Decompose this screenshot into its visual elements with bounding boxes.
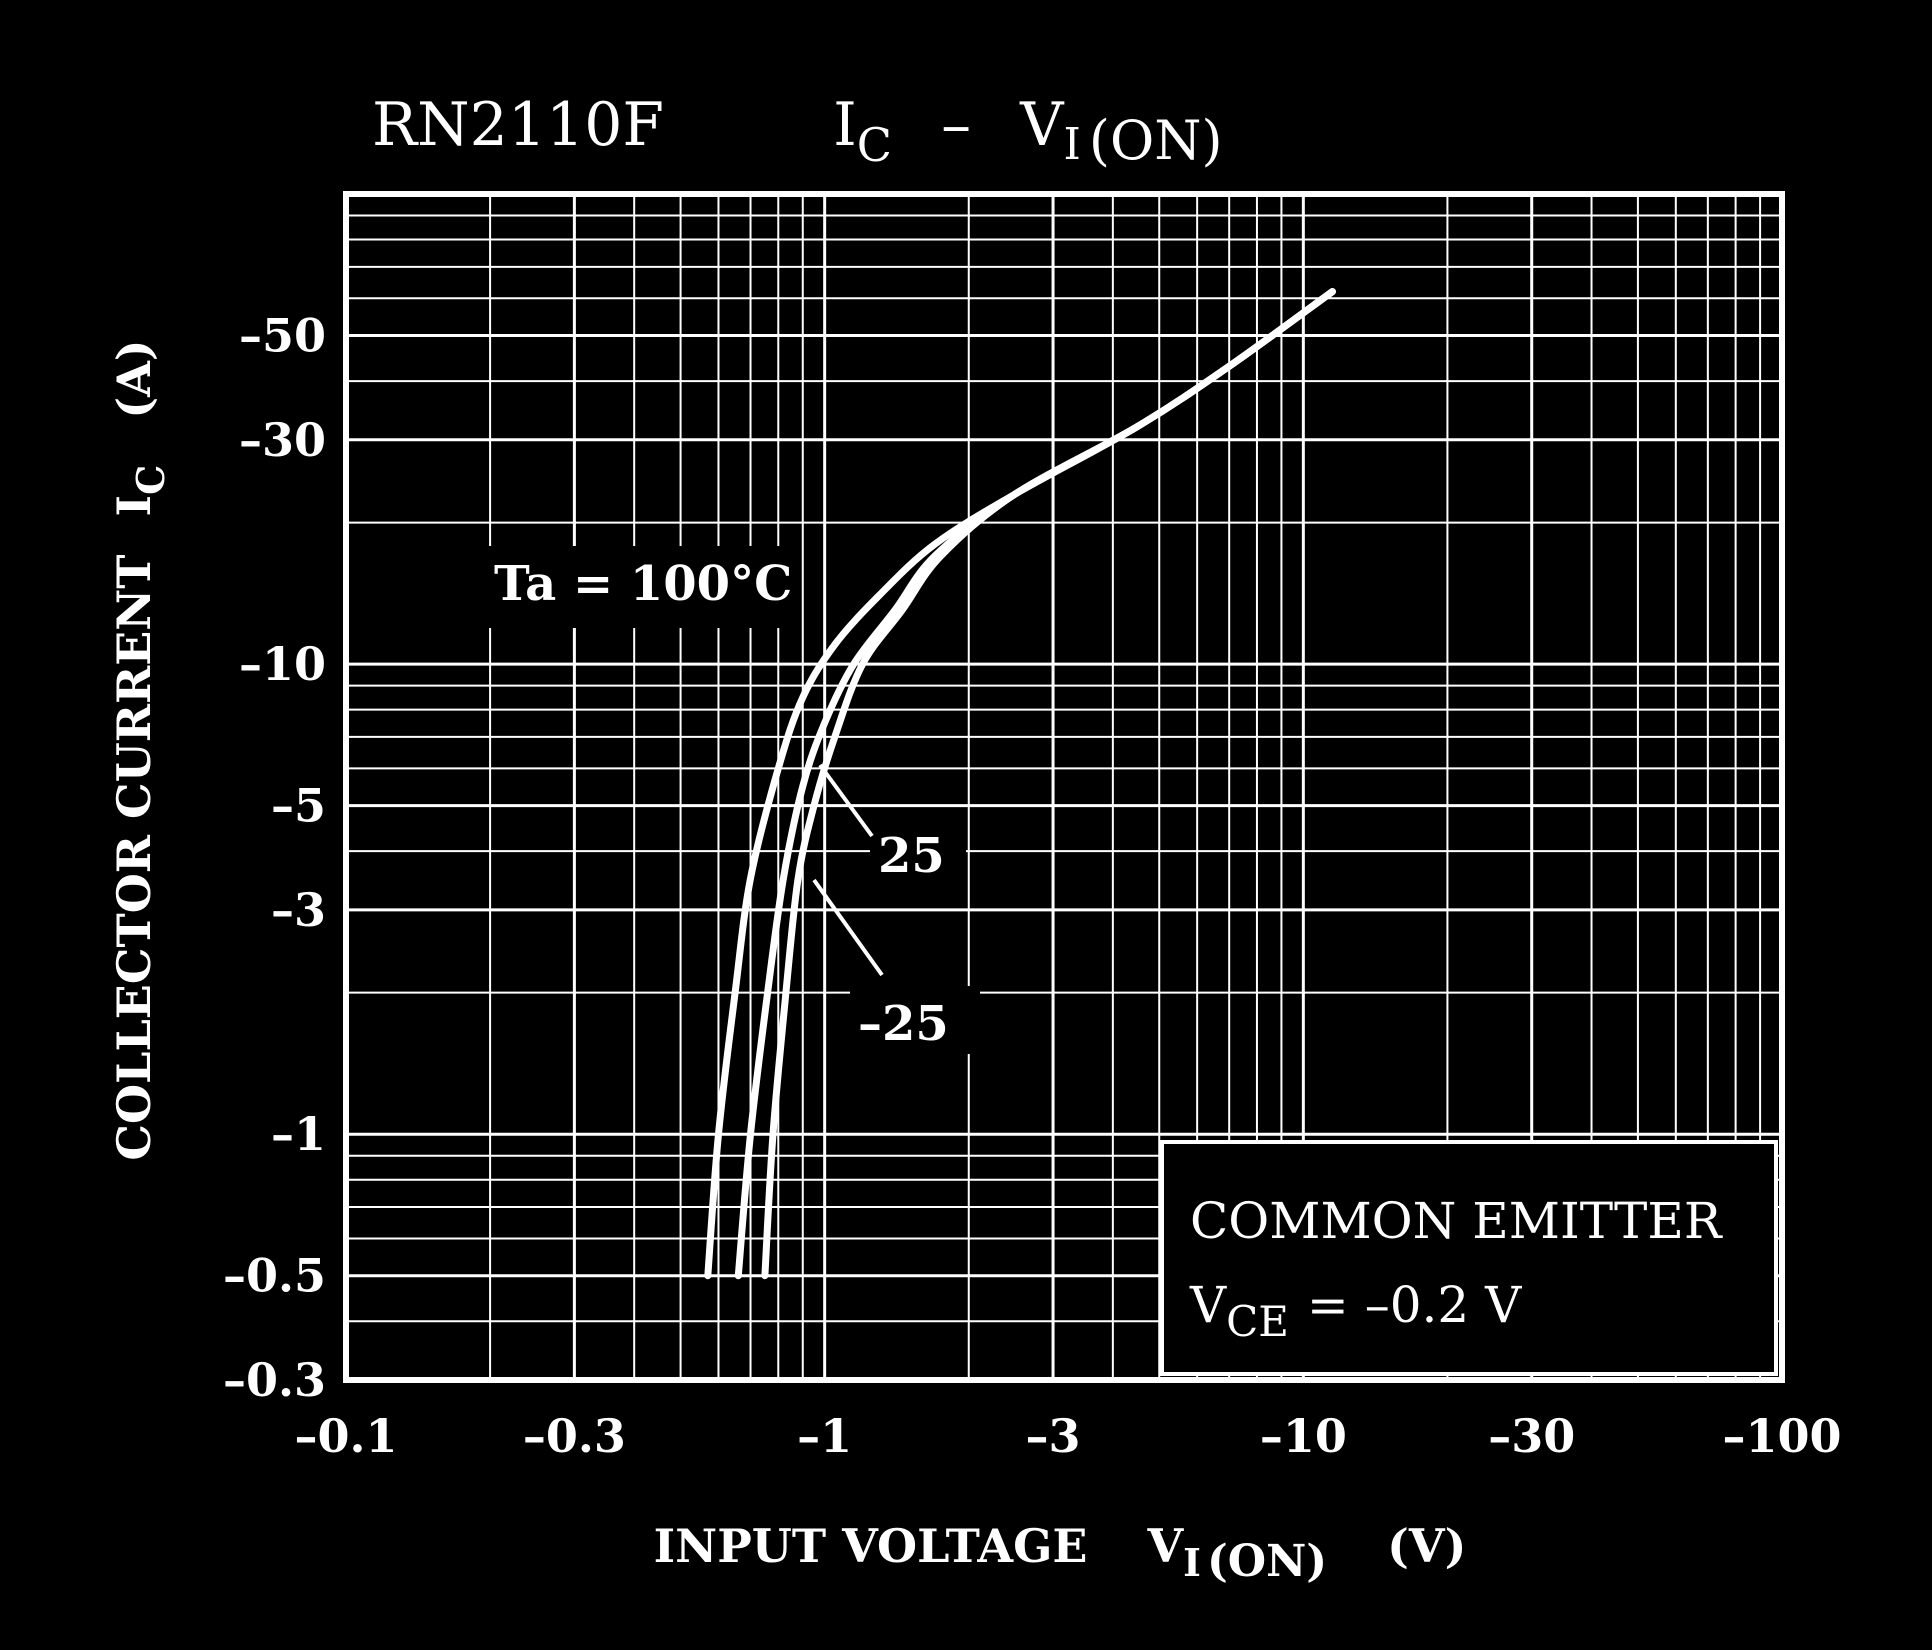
label-25: 25 (878, 828, 945, 884)
y-axis-title-sub: C (128, 465, 173, 495)
title-symbol2-suffix: (ON) (1089, 109, 1223, 172)
x-axis-title-text: INPUT VOLTAGE (654, 1519, 1088, 1573)
title-part-number: RN2110F (372, 90, 664, 160)
title-symbol2-sub: I (1064, 119, 1081, 170)
y-axis-title-unit: (A) (107, 339, 161, 418)
x-tick-labels: –0.1 –0.3 –1 –3 –10 –30 –100 (294, 1409, 1841, 1463)
x-tick-label-3: –3 (1026, 1409, 1081, 1463)
x-tick-label-4: –10 (1260, 1409, 1347, 1463)
title-symbol-sub: C (857, 118, 892, 172)
x-tick-label-5: –30 (1488, 1409, 1575, 1463)
y-axis-title: COLLECTOR CURRENT IC (A) (107, 339, 175, 1160)
x-tick-label-1: –0.3 (523, 1409, 626, 1463)
series-line-2 (761, 288, 1336, 1280)
chart-title: RN2110F IC – VI (ON) (372, 90, 1223, 176)
x-axis-title-sub: I (1183, 1540, 1201, 1585)
label-25-background (870, 820, 966, 884)
condition-line1: COMMON EMITTER (1190, 1192, 1723, 1250)
label-m25: –25 (858, 996, 949, 1052)
y-tick-label-3: –3 (271, 883, 326, 937)
condition-value: = –0.2 V (1307, 1276, 1522, 1334)
condition-box (1160, 1140, 1778, 1376)
y-tick-label-6: –30 (239, 413, 326, 467)
title-symbol2: V (1019, 90, 1065, 160)
curves (704, 288, 1336, 1280)
x-axis-title-unit: (V) (1387, 1519, 1466, 1573)
label-m25-background (850, 986, 980, 1054)
title-dash: – (941, 90, 971, 160)
condition-symbol-sub: CE (1226, 1297, 1289, 1346)
y-axis-title-text: COLLECTOR CURRENT (107, 554, 161, 1160)
y-tick-label-0: –0.3 (223, 1353, 326, 1407)
x-axis-title: INPUT VOLTAGE VI (ON) (V) (654, 1519, 1467, 1587)
y-tick-label-1: –0.5 (223, 1249, 326, 1303)
y-tick-label-2: –1 (271, 1107, 326, 1161)
ta-label-background (480, 546, 800, 628)
condition-symbol: V (1189, 1276, 1227, 1334)
y-tick-label-7: –50 (239, 309, 326, 363)
x-axis-title-symbol: V (1146, 1519, 1184, 1573)
grid (346, 194, 1782, 1380)
title-symbol: I (833, 90, 857, 160)
ta-label: Ta = 100°C (494, 556, 792, 612)
condition-line2: VCE = –0.2 V (1189, 1276, 1522, 1346)
x-axis-title-suffix: (ON) (1207, 1536, 1327, 1587)
y-tick-label-5: –10 (239, 637, 326, 691)
x-tick-label-6: –100 (1722, 1409, 1841, 1463)
y-axis-title-symbol: I (107, 495, 161, 517)
label-25-leader (818, 763, 874, 838)
x-tick-label-0: –0.1 (294, 1409, 397, 1463)
y-tick-label-4: –5 (271, 779, 326, 833)
label-m25-leader (812, 878, 884, 977)
x-tick-label-2: –1 (797, 1409, 852, 1463)
y-tick-labels: –0.3 –0.5 –1 –3 –5 –10 –30 –50 (223, 309, 326, 1407)
plot-frame (343, 191, 1785, 1383)
